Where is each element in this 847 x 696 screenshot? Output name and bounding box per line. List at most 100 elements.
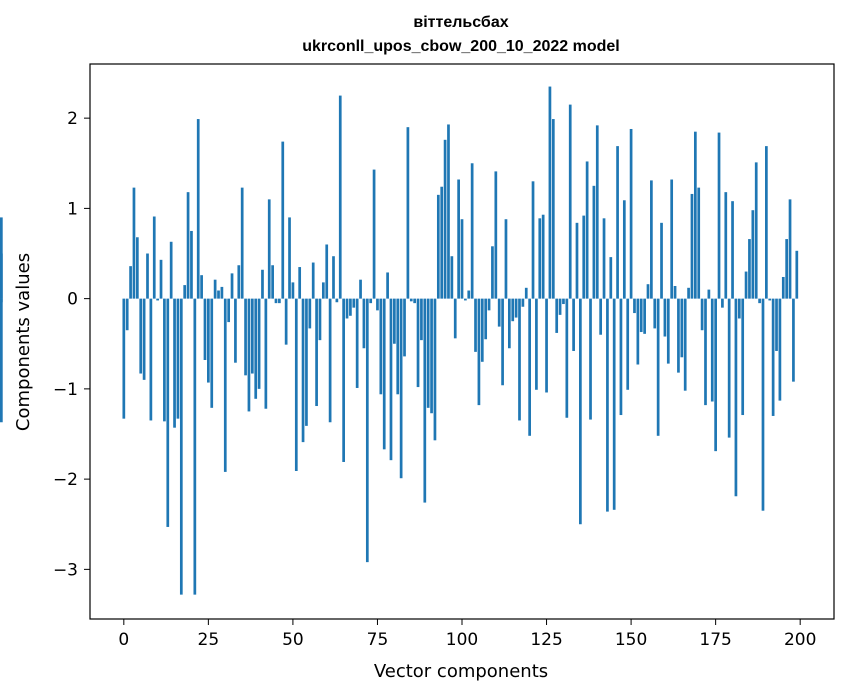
bar <box>447 124 450 299</box>
bar <box>646 284 650 299</box>
bar <box>169 241 173 299</box>
bar <box>585 161 589 299</box>
bar <box>470 163 474 299</box>
bar <box>413 298 417 304</box>
bar <box>758 298 761 304</box>
bar <box>717 132 721 299</box>
bar <box>724 192 728 299</box>
bar <box>511 298 515 322</box>
bar <box>227 298 231 323</box>
bar <box>700 298 704 331</box>
bar <box>393 298 396 344</box>
bar <box>450 256 454 299</box>
bar <box>308 298 312 329</box>
bar <box>325 244 329 299</box>
bar <box>430 298 433 414</box>
bar <box>230 273 234 299</box>
bar <box>491 246 494 299</box>
bar <box>781 276 785 299</box>
bar <box>734 298 738 497</box>
bar <box>528 298 531 436</box>
bar <box>190 230 193 299</box>
bar <box>622 200 626 299</box>
bar <box>501 298 504 386</box>
chart-subtitle: ukrconll_upos_cbow_200_10_2022 model <box>302 38 619 55</box>
bar <box>771 298 775 416</box>
bar <box>423 298 427 503</box>
bar <box>146 253 149 299</box>
bar <box>125 298 129 331</box>
bar <box>389 298 393 461</box>
bar <box>521 298 525 307</box>
bar <box>305 298 308 426</box>
bar <box>602 218 606 299</box>
bar <box>460 219 464 299</box>
bar <box>152 216 156 299</box>
bar <box>426 298 430 408</box>
bar <box>311 262 315 299</box>
bar <box>213 279 217 299</box>
bar <box>179 298 183 595</box>
bar <box>629 128 633 299</box>
bar <box>606 298 609 512</box>
bar <box>633 298 636 314</box>
x-tick-label: 0 <box>118 630 129 650</box>
bar <box>240 187 244 299</box>
bar <box>639 298 643 333</box>
y-axis-label: Components values <box>13 253 34 431</box>
bar <box>551 119 555 299</box>
bar <box>166 298 170 527</box>
bar <box>318 298 322 341</box>
bar <box>376 298 379 311</box>
plot-frame <box>89 63 835 620</box>
bar <box>616 146 619 299</box>
bar <box>163 298 166 422</box>
bar <box>281 141 285 299</box>
bar <box>271 265 274 299</box>
bar <box>362 298 366 349</box>
bar <box>457 179 460 299</box>
bar <box>524 287 528 299</box>
x-axis-label: Vector components <box>374 661 548 682</box>
bar <box>321 282 325 299</box>
bar <box>0 298 3 423</box>
bar <box>332 256 335 299</box>
bar <box>382 298 386 450</box>
bar <box>568 104 572 299</box>
bar <box>0 298 3 303</box>
x-tick-label: 200 <box>784 630 816 650</box>
bar <box>504 219 508 299</box>
bar <box>788 199 792 299</box>
y-tick-label: 2 <box>67 109 78 129</box>
bar <box>409 298 413 302</box>
bar <box>396 298 400 395</box>
bar <box>294 298 298 471</box>
bar <box>406 127 410 299</box>
bar <box>352 298 356 308</box>
bar <box>220 286 224 299</box>
bar <box>453 298 457 339</box>
bar <box>792 298 795 382</box>
bar <box>687 287 690 299</box>
bar <box>264 298 268 409</box>
bar <box>122 298 126 419</box>
bar <box>196 119 200 299</box>
bar <box>183 285 187 299</box>
bar <box>440 186 444 299</box>
y-tick-label: −3 <box>53 560 78 580</box>
bar <box>768 298 772 301</box>
bar <box>217 290 220 299</box>
bar <box>365 298 369 563</box>
bar <box>541 214 545 299</box>
bar <box>274 298 278 304</box>
bar <box>575 222 579 299</box>
bar <box>207 298 210 383</box>
bar <box>761 298 765 511</box>
bar <box>555 298 559 333</box>
bar <box>379 298 383 395</box>
bar <box>267 199 271 299</box>
bar <box>697 187 701 299</box>
bar <box>748 239 751 299</box>
bar <box>342 298 345 462</box>
